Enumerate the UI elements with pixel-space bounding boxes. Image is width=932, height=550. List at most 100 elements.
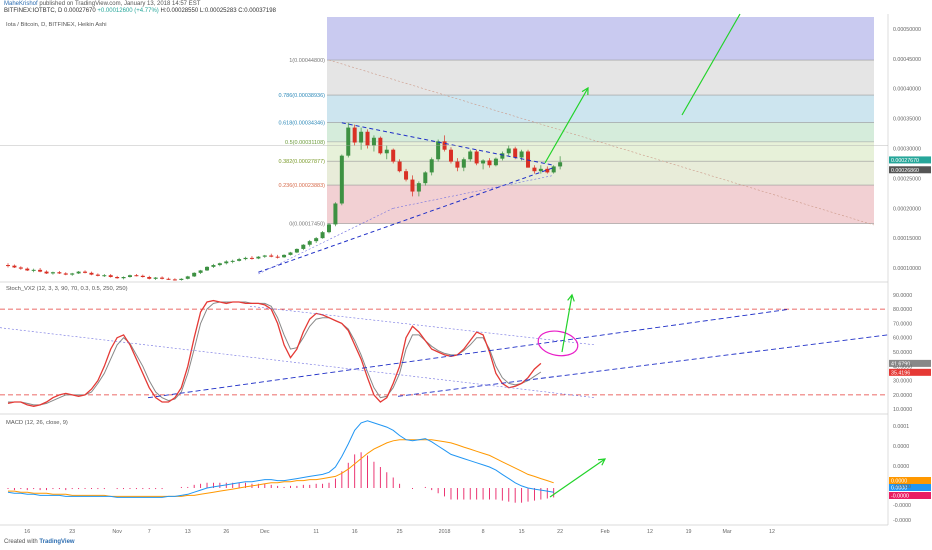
candle-body [18, 267, 23, 269]
x-tick-label: 16 [24, 529, 30, 535]
candle-body [455, 161, 460, 168]
candle-body [506, 148, 511, 154]
candle-body [76, 271, 81, 274]
forecast-arrow-1 [544, 87, 589, 164]
stoch-legend: Stoch_VX2 (12, 3, 3, 90, 70, 0.3, 0.5, 2… [6, 286, 128, 292]
candle-body [249, 257, 254, 259]
candle-body [404, 171, 409, 180]
x-tick-label: Dec [260, 529, 270, 535]
candle-body [153, 277, 158, 279]
stoch-tag-bg [889, 359, 931, 367]
candle-body [192, 272, 197, 277]
stoch-thin-line [249, 305, 596, 346]
macd-tick-label: -0.0000 [893, 484, 911, 490]
candle-body [205, 266, 210, 271]
candle-body [365, 131, 370, 146]
stoch-tag: 35.4196 [891, 370, 910, 376]
candle-body [436, 141, 441, 160]
author-link[interactable]: MaheKrishof [4, 1, 38, 7]
candle-body [44, 271, 49, 274]
candle-body [256, 256, 261, 259]
fib-level-label: 0.236(0.00023883) [279, 183, 326, 189]
candle-body [25, 268, 30, 271]
macd-tick-label: 0.0000 [893, 464, 909, 470]
x-tick-label: 7 [148, 529, 151, 535]
candle-body [63, 273, 68, 275]
price-tag: 0.00026860 [891, 168, 919, 174]
candle-body [513, 148, 518, 158]
macd-tag: -0.0000 [891, 494, 909, 500]
candle-body [140, 275, 145, 278]
stoch-tick-label: 50.0000 [893, 350, 912, 356]
axes: Iota / Bitcoin, D, BITFINEX, Heikin Ashi… [6, 22, 931, 535]
candle-body [57, 272, 62, 274]
price-tag-bg [889, 156, 931, 164]
fib-zone [327, 141, 874, 162]
candle-body [31, 269, 36, 271]
candle-body [320, 232, 325, 239]
candle-body [493, 158, 498, 166]
x-tick-label: 13 [185, 529, 191, 535]
stoch-tick-label: 70.0000 [893, 321, 912, 327]
macd-tag: 0.0000 [891, 479, 907, 485]
x-tick-label: 23 [69, 529, 75, 535]
x-tick-label: Nov [112, 529, 122, 535]
macd-tag: 0.0000 [891, 486, 907, 492]
x-tick-label: 16 [352, 529, 358, 535]
macd-line [7, 420, 554, 498]
ohlc-close: C:0.00037198 [238, 8, 276, 14]
candle-body [38, 269, 43, 272]
candle-body [288, 252, 293, 255]
candle-body [224, 261, 229, 264]
candle-body [487, 160, 492, 166]
stoch-arrow-head [567, 293, 575, 302]
candle-body [108, 275, 113, 278]
candle-body [429, 159, 434, 173]
macd-legend: MACD (12, 26, close, 9) [6, 420, 68, 426]
tradingview-logo[interactable]: TradingView [39, 539, 75, 545]
candle-body [179, 278, 184, 280]
x-tick-label: 26 [223, 529, 229, 535]
stoch-arrow [561, 294, 573, 353]
candle-body [416, 183, 421, 192]
candle-body [185, 276, 190, 279]
stoch-tick-label: 60.0000 [893, 336, 912, 342]
candle-body [339, 155, 344, 204]
x-tick-label: 8 [482, 529, 485, 535]
triangle-lower-line [258, 167, 554, 273]
fib-level-label: 0.382(0.00027877) [279, 159, 326, 165]
fib-level-label: 0.5(0.00031108) [285, 140, 325, 146]
forecast-arrow-1-head [581, 86, 589, 96]
x-tick-label: 25 [397, 529, 403, 535]
fib-zone [327, 60, 874, 96]
price-tick-label: 0.00050000 [893, 27, 921, 33]
support-thin-line [393, 175, 554, 209]
stoch-trend-line [147, 308, 791, 399]
candle-body [6, 265, 10, 267]
fib-level-label: 0.786(0.00038936) [279, 93, 326, 99]
macd-tag-bg [889, 492, 931, 499]
candle-body [102, 275, 107, 277]
x-tick-label: Mar [722, 529, 731, 535]
candle-body [301, 244, 306, 249]
candle-body [147, 277, 152, 279]
candle-body [83, 271, 88, 273]
candle-body [134, 275, 139, 277]
price-tick-label: 0.00030000 [893, 147, 921, 153]
stoch-tick-label: 80.0000 [893, 307, 912, 313]
fib-zone [327, 161, 874, 186]
grid [0, 14, 889, 526]
candle-body [275, 256, 280, 258]
candle-body [359, 131, 364, 143]
candle-body [468, 151, 473, 160]
candle-body [526, 151, 531, 168]
fib-zone [327, 122, 874, 142]
candle-body [230, 260, 235, 262]
highlight-circle [537, 330, 579, 357]
candle-body [217, 263, 222, 266]
x-tick-label: 15 [519, 529, 525, 535]
symbol-label: BITFINEX:IOTBTC, D [4, 8, 63, 14]
candle-body [519, 151, 524, 158]
fib-level-label: 1(0.00044800) [289, 58, 325, 64]
